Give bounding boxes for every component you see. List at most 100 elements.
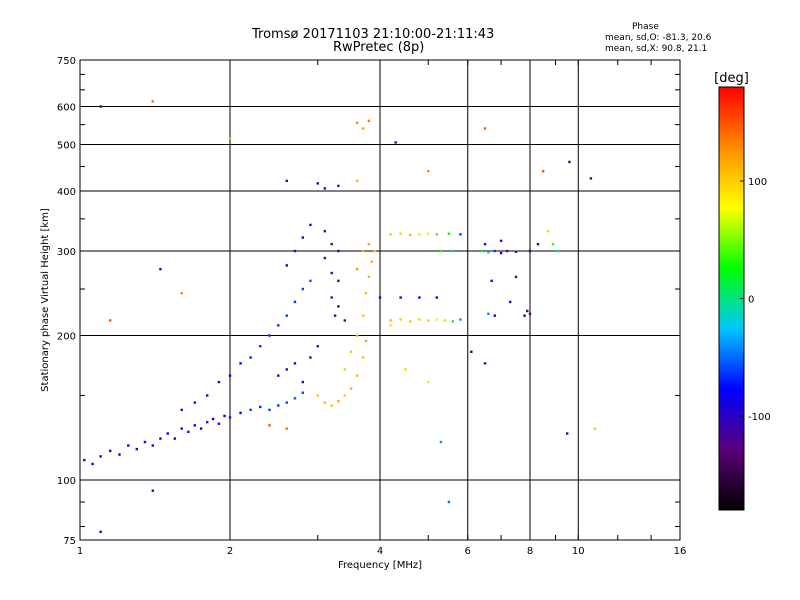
data-point (364, 292, 368, 295)
data-point (83, 458, 86, 462)
data-point (367, 242, 371, 246)
data-point (239, 411, 242, 415)
data-point (565, 432, 569, 435)
data-point (435, 318, 438, 321)
data-point (277, 374, 280, 377)
data-point (99, 530, 102, 534)
data-point (337, 305, 340, 308)
data-point (109, 319, 112, 322)
data-point (409, 233, 412, 237)
data-point (330, 242, 333, 246)
data-point (330, 296, 333, 299)
data-point (470, 350, 473, 353)
data-point (551, 242, 555, 246)
data-point (568, 160, 571, 164)
data-point (285, 401, 288, 404)
data-point (333, 314, 337, 317)
data-point (301, 287, 305, 291)
data-point (490, 279, 493, 283)
x-tick-label: 4 (377, 546, 383, 557)
data-point (293, 397, 297, 400)
data-point (293, 249, 297, 253)
data-point (343, 319, 347, 322)
data-point (323, 256, 327, 260)
data-point (483, 362, 487, 365)
data-point (399, 296, 402, 299)
data-point (259, 405, 262, 409)
data-point (337, 184, 340, 188)
data-point (505, 249, 509, 253)
data-point (151, 444, 155, 447)
colorbar (718, 86, 745, 511)
data-point (447, 500, 451, 504)
data-point (337, 249, 340, 253)
data-point (159, 437, 162, 440)
data-point (285, 179, 288, 183)
phase-stats-o: mean, sd,O: -81.3, 20.6 (605, 33, 712, 43)
x-tick-label: 2 (227, 546, 233, 557)
data-point (389, 233, 392, 236)
phase-stats-x: mean, sd,X: 90.8, 21.1 (605, 44, 708, 54)
data-point (277, 404, 280, 407)
data-point (239, 362, 242, 365)
data-point (193, 424, 197, 427)
data-point (541, 169, 545, 173)
data-point (151, 489, 155, 492)
data-point (316, 345, 319, 348)
data-point (459, 233, 462, 236)
data-point (378, 296, 382, 299)
data-point (514, 250, 518, 253)
y-tick-label: 200 (57, 332, 76, 343)
data-point (135, 447, 138, 451)
data-point (228, 374, 232, 377)
data-point (404, 368, 407, 371)
data-point (418, 233, 421, 236)
data-point (367, 275, 371, 279)
data-point (173, 437, 177, 440)
data-point (487, 312, 490, 315)
data-point (508, 300, 512, 304)
data-point (91, 462, 94, 466)
data-point (361, 249, 365, 253)
colorbar-tick-label: 100 (748, 177, 767, 188)
data-point (217, 422, 221, 425)
data-point (483, 242, 487, 246)
data-point (361, 356, 365, 359)
data-point (180, 427, 183, 430)
data-point (309, 356, 312, 359)
y-tick-label: 400 (57, 187, 76, 198)
data-point (187, 430, 190, 434)
colorbar-tick-label: 0 (748, 295, 754, 306)
x-tick-label: 1 (77, 546, 83, 557)
data-point (268, 408, 271, 412)
data-point (301, 236, 305, 239)
x-tick-label: 10 (572, 546, 585, 557)
data-point (361, 314, 365, 317)
data-point (528, 249, 532, 253)
chart-subtitle: RwPretec (8p) (333, 40, 425, 55)
data-point (259, 345, 262, 348)
data-point (435, 296, 438, 299)
y-tick-label: 500 (57, 141, 76, 152)
data-point (528, 312, 532, 315)
data-point (451, 320, 455, 323)
data-point (355, 179, 359, 183)
data-point (309, 223, 312, 227)
data-point (323, 229, 327, 233)
data-point (370, 260, 373, 263)
data-point (249, 408, 252, 412)
y-tick-label: 600 (57, 103, 76, 114)
data-point (349, 387, 353, 390)
data-point (285, 264, 288, 267)
scatter-points (83, 100, 597, 534)
colorbar-tick-label: -100 (748, 412, 771, 423)
data-point (349, 350, 353, 353)
data-point (223, 414, 226, 418)
data-point (330, 271, 333, 275)
data-point (316, 182, 319, 185)
data-point (118, 453, 121, 456)
data-point (205, 420, 209, 424)
data-point (499, 239, 503, 243)
y-tick-label: 750 (57, 56, 76, 67)
